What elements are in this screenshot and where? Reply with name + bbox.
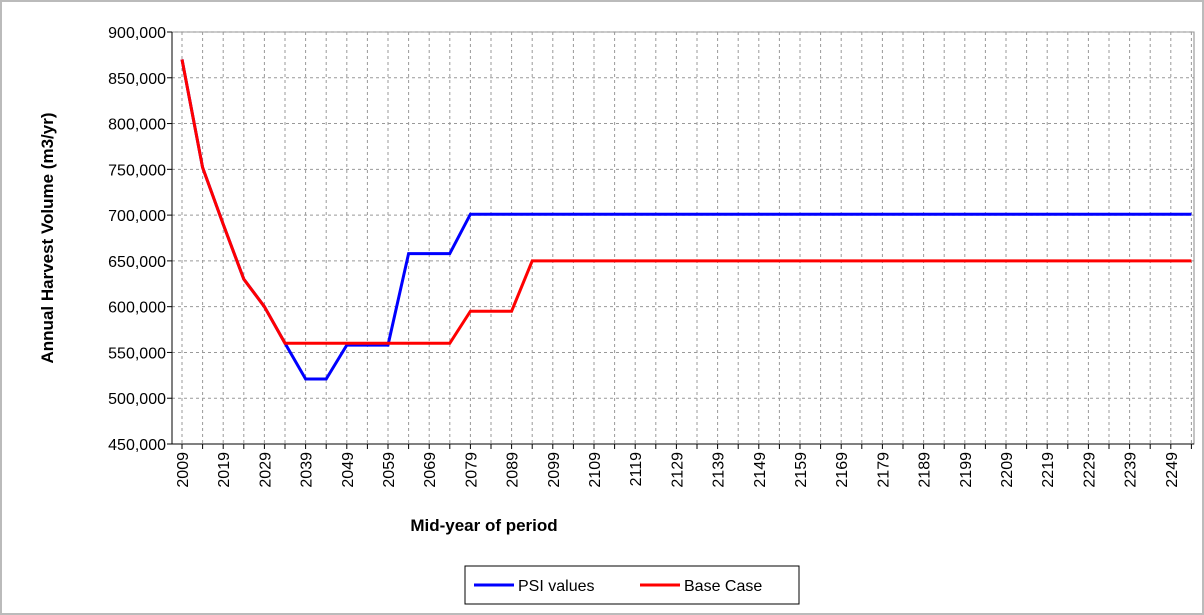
x-tick-label: 2009 — [175, 452, 192, 488]
x-tick-label: 2169 — [834, 452, 851, 488]
y-tick-label: 450,000 — [108, 437, 166, 454]
legend-box — [464, 565, 800, 605]
legend-label: PSI values — [518, 578, 594, 595]
y-tick-label: 700,000 — [108, 208, 166, 225]
y-tick-label: 650,000 — [108, 254, 166, 271]
x-tick-label: 2149 — [752, 452, 769, 488]
y-tick-label: 900,000 — [108, 25, 166, 42]
x-tick-label: 2119 — [628, 452, 645, 487]
x-tick-label: 2039 — [299, 452, 316, 488]
x-tick-label: 2219 — [1040, 452, 1057, 488]
x-tick-label: 2209 — [999, 452, 1016, 488]
y-tick-label: 850,000 — [108, 71, 166, 88]
x-tick-label: 2059 — [381, 452, 398, 488]
x-tick-label: 2199 — [958, 452, 975, 488]
legend-label: Base Case — [684, 578, 762, 595]
y-tick-label: 550,000 — [108, 345, 166, 362]
x-tick-label: 2159 — [793, 452, 810, 488]
y-axis-title: Annual Harvest Volume (m3/yr) — [38, 113, 57, 364]
x-tick-label: 2249 — [1164, 452, 1181, 488]
x-axis-title: Mid-year of period — [410, 516, 557, 535]
y-tick-label: 800,000 — [108, 117, 166, 134]
x-tick-label: 2139 — [711, 452, 728, 488]
x-tick-label: 2129 — [669, 452, 686, 488]
x-tick-label: 2079 — [463, 452, 480, 488]
x-tick-label: 2089 — [505, 452, 522, 488]
x-tick-label: 2109 — [587, 452, 604, 488]
x-tick-label: 2239 — [1123, 452, 1140, 488]
y-tick-label: 600,000 — [108, 300, 166, 317]
x-tick-label: 2019 — [216, 452, 233, 488]
x-tick-label: 2069 — [422, 452, 439, 488]
x-tick-label: 2179 — [875, 452, 892, 488]
y-tick-label: 500,000 — [108, 391, 166, 408]
x-tick-label: 2029 — [257, 452, 274, 488]
series-line — [180, 59, 1192, 381]
x-tick-label: 2049 — [340, 452, 357, 488]
series-line — [180, 59, 1192, 345]
x-tick-label: 2189 — [917, 452, 934, 488]
legend: PSI values Base Case — [464, 565, 800, 605]
y-tick-label: 750,000 — [108, 162, 166, 179]
x-tick-label: 2099 — [546, 452, 563, 488]
plot-area — [171, 31, 1195, 445]
x-tick-label: 2229 — [1081, 452, 1098, 488]
